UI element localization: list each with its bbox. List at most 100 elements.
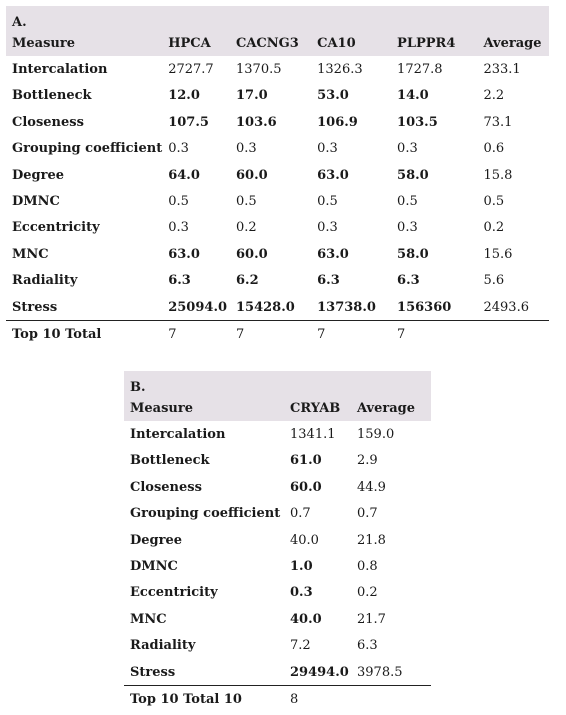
table-row: Radiality 6.3 6.2 6.3 6.3 5.6 [6,268,549,294]
table-cell: 2727.7 [168,62,214,78]
table-cell: 103.5 [397,114,438,130]
table-row: Intercalation 2727.7 1370.5 1326.3 1727.8 233… [6,56,549,82]
table-cell: 0.7 [357,506,378,522]
table-cell: 0.3 [317,141,338,157]
table-row: MNC 63.0 60.0 63.0 58.0 15.6 [6,241,549,267]
measure-label: MNC [12,246,49,262]
table-cell: 103.6 [236,114,277,130]
table-cell: 13738.0 [317,299,376,315]
table-cell: 73.1 [483,114,513,130]
measure-label: Degree [12,167,65,183]
table-cell: 0.3 [168,141,189,157]
measure-label: Stress [12,299,58,315]
header-row: Measure CRYAB Average [124,395,431,422]
measure-label: Intercalation [130,427,226,443]
measure-label: MNC [130,611,167,627]
table-cell: 8 [284,685,351,713]
table-cell: 159.0 [357,427,395,443]
table-cell: 0.2 [357,585,378,601]
table-row: Bottleneck 61.0 2.9 [124,448,431,474]
measure-label: DMNC [12,194,60,210]
table-cell: 0.5 [236,194,257,210]
table-a: A. Measure HPCA CACNG3 CA10 PLPPR4 Avera… [6,6,549,348]
table-cell: 17.0 [236,88,268,104]
table-cell: 0.7 [290,506,311,522]
table-cell: 61.0 [290,453,322,469]
table-cell: 64.0 [168,167,200,183]
table-cell: 12.0 [168,88,200,104]
column-header: Measure [124,395,284,422]
table-cell: 60.0 [236,246,268,262]
measure-label: Eccentricity [12,220,100,236]
table-cell: 6.3 [168,273,191,289]
table-cell: 156360 [397,299,452,315]
table-row: Grouping coefficient 0.7 0.7 [124,501,431,527]
table-cell: 6.2 [236,273,259,289]
column-header: HPCA [162,30,230,57]
column-header: CACNG3 [230,30,312,57]
table-row: DMNC 0.5 0.5 0.5 0.5 0.5 [6,188,549,214]
table-cell: 1.0 [290,559,313,575]
table-row: DMNC 1.0 0.8 [124,553,431,579]
table-b: B. Measure CRYAB Average Intercalation 13… [124,371,431,713]
table-cell: 6.3 [397,273,420,289]
table-cell: 21.8 [357,532,386,548]
table-cell: 5.6 [483,273,505,289]
table-cell: 60.0 [236,167,268,183]
table-cell: 107.5 [168,114,209,130]
measure-label: Degree [130,532,183,548]
column-header: Average [477,30,549,57]
table-cell: 29494.0 [290,664,349,680]
table-row: Degree 64.0 60.0 63.0 58.0 15.8 [6,162,549,188]
table-cell: 15.8 [483,167,513,183]
measure-label: Intercalation [12,62,108,78]
total-row: Top 10 Total 7 7 7 7 [6,320,549,348]
measure-label: Grouping coefficient [12,141,163,157]
table-cell: 1326.3 [317,62,363,78]
table-cell: 0.3 [317,220,338,236]
table-cell: 1727.8 [397,62,443,78]
table-cell: 15.6 [483,246,513,262]
column-header: Average [351,395,431,422]
total-row: Top 10 Total 10 8 [124,685,431,713]
table-cell: 7 [230,320,312,348]
table-cell: 63.0 [168,246,200,262]
table-cell: 0.5 [397,194,418,210]
table-cell: 60.0 [290,479,322,495]
table-cell: 0.2 [236,220,257,236]
table-cell: 0.5 [483,194,505,210]
table-row: Intercalation 1341.1 159.0 [124,421,431,447]
table-cell: 0.3 [397,220,418,236]
table-row: Closeness 60.0 44.9 [124,474,431,500]
table-row: Grouping coefficient 0.3 0.3 0.3 0.3 0.6 [6,136,549,162]
table-row: Stress 25094.0 15428.0 13738.0 156360 2493.6 [6,294,549,321]
table-cell: 15428.0 [236,299,295,315]
table-cell: 40.0 [290,532,319,548]
table-cell: 2.9 [357,453,378,469]
table-cell: 40.0 [290,611,322,627]
table-cell: 25094.0 [168,299,228,315]
table-cell: 2493.6 [483,299,529,315]
table-cell: 0.3 [168,220,189,236]
table-cell: 14.0 [397,88,429,104]
column-header: Measure [6,30,163,57]
measure-label: Stress [130,664,176,680]
table-row: Eccentricity 0.3 0.2 [124,580,431,606]
table-cell [477,320,549,348]
table-row: Closeness 107.5 103.6 106.9 103.5 73.1 [6,109,549,135]
table-cell: 233.1 [483,62,521,78]
total-label: Top 10 Total [6,320,163,348]
column-header: CRYAB [284,395,351,422]
table-cell: 21.7 [357,611,386,627]
table-cell: 1341.1 [290,427,336,443]
measure-label: Radiality [130,638,196,654]
table-label: B. [124,371,431,395]
table-cell: 0.3 [397,141,418,157]
table-cell: 44.9 [357,479,386,495]
table-cell: 2.2 [483,88,505,104]
table-cell: 58.0 [397,167,429,183]
total-label: Top 10 Total 10 [124,685,284,713]
table-cell: 0.5 [168,194,189,210]
table-row: Eccentricity 0.3 0.2 0.3 0.3 0.2 [6,215,549,241]
measure-label: Eccentricity [130,585,218,601]
